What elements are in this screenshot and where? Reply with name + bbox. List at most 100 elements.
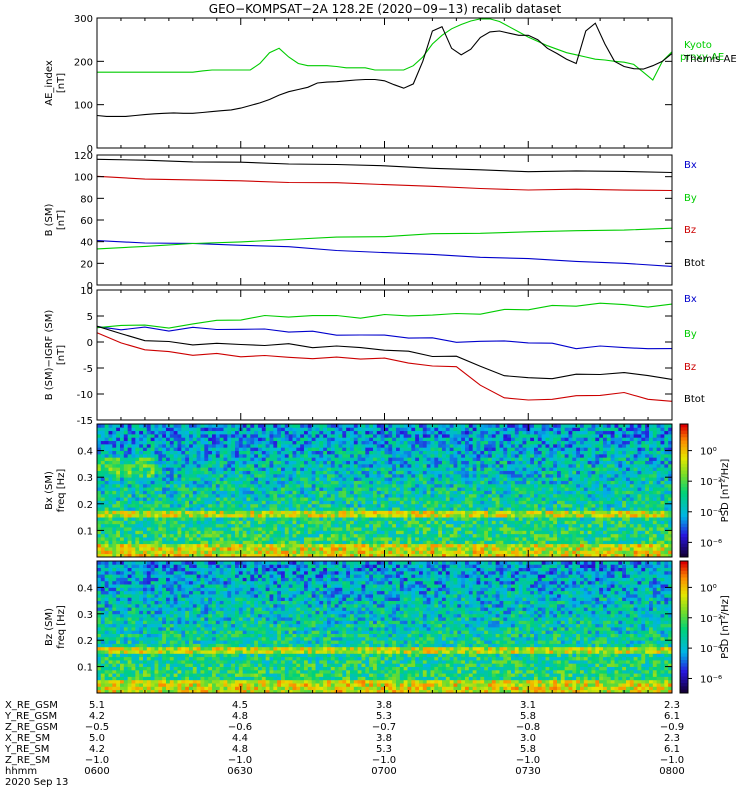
spectrogram-cell <box>193 520 197 524</box>
spectrogram-cell <box>438 540 442 544</box>
spectrogram-cell <box>293 500 297 504</box>
spectrogram-cell <box>300 444 304 448</box>
spectrogram-cell <box>350 494 354 498</box>
spectrogram-cell <box>262 477 266 481</box>
spectrogram-cell <box>105 431 109 435</box>
spectrogram-cell <box>97 504 101 508</box>
spectrogram-cell <box>135 507 139 511</box>
spectrogram-cell <box>354 524 358 528</box>
spectrogram-cell <box>323 537 327 541</box>
spectrogram-cell <box>419 537 423 541</box>
spectrogram-cell <box>250 524 254 528</box>
spectrogram-cell <box>124 491 128 495</box>
spectrogram-cell <box>354 484 358 488</box>
spectrogram-cell <box>442 471 446 475</box>
spectrogram-cell <box>530 457 534 461</box>
spectrogram-cell <box>492 507 496 511</box>
spectrogram-cell <box>431 520 435 524</box>
spectrogram-cell <box>526 487 530 491</box>
spectrogram-cell <box>454 504 458 508</box>
spectrogram-cell <box>346 514 350 518</box>
spectrogram-cell <box>538 471 542 475</box>
spectrogram-cell <box>358 491 362 495</box>
spectrogram-cell <box>538 457 542 461</box>
spectrogram-cell <box>312 471 316 475</box>
spectrogram-cell <box>285 447 289 451</box>
spectrogram-cell <box>434 464 438 468</box>
spectrogram-cell <box>247 504 251 508</box>
spectrogram-cell <box>457 484 461 488</box>
spectrogram-cell <box>434 510 438 514</box>
spectrogram-cell <box>185 424 189 428</box>
spectrogram-cell <box>220 481 224 485</box>
spectrogram-cell <box>239 540 243 544</box>
spectrogram-cell <box>304 544 308 548</box>
spectrogram-cell <box>534 471 538 475</box>
spectrogram-cell <box>227 530 231 534</box>
spectrogram-cell <box>201 550 205 554</box>
spectrogram-cell <box>181 464 185 468</box>
spectrogram-cell <box>323 497 327 501</box>
spectrogram-cell <box>201 444 205 448</box>
spectrogram-cell <box>258 431 262 435</box>
spectrogram-cell <box>243 517 247 521</box>
spectrogram-cell <box>488 514 492 518</box>
spectrogram-cell <box>296 487 300 491</box>
spectrogram-cell <box>526 437 530 441</box>
spectrogram-cell <box>488 457 492 461</box>
spectrogram-cell <box>273 481 277 485</box>
spectrogram-cell <box>258 441 262 445</box>
spectrogram-cell <box>450 481 454 485</box>
spectrogram-cell <box>254 454 258 458</box>
spectrogram-cell <box>109 530 113 534</box>
spectrogram-cell <box>289 544 293 548</box>
spectrogram-cell <box>112 474 116 478</box>
spectrogram-cell <box>434 550 438 554</box>
spectrogram-cell <box>243 434 247 438</box>
spectrogram-cell <box>174 487 178 491</box>
spectrogram-cell <box>500 464 504 468</box>
spectrogram-cell <box>277 484 281 488</box>
spectrogram-cell <box>193 444 197 448</box>
spectrogram-cell <box>365 434 369 438</box>
spectrogram-cell <box>112 544 116 548</box>
spectrogram-cell <box>277 474 281 478</box>
spectrogram-cell <box>446 457 450 461</box>
spectrogram-cell <box>216 544 220 548</box>
spectrogram-cell <box>342 520 346 524</box>
spectrogram-cell <box>227 527 231 531</box>
spectrogram-cell <box>151 514 155 518</box>
spectrogram-cell <box>224 520 228 524</box>
spectrogram-cell <box>523 487 527 491</box>
spectrogram-cell <box>109 431 113 435</box>
spectrogram-cell <box>319 491 323 495</box>
spectrogram-cell <box>369 524 373 528</box>
spectrogram-cell <box>546 507 550 511</box>
spectrogram-cell <box>124 464 128 468</box>
spectrogram-cell <box>331 534 335 538</box>
spectrogram-cell <box>496 547 500 551</box>
spectrogram-cell <box>197 484 201 488</box>
spectrogram-cell <box>174 514 178 518</box>
spectrogram-cell <box>151 431 155 435</box>
spectrogram-cell <box>327 514 331 518</box>
spectrogram-cell <box>346 467 350 471</box>
spectrogram-cell <box>457 534 461 538</box>
spectrogram-cell <box>235 431 239 435</box>
spectrogram-cell <box>457 537 461 541</box>
spectrogram-cell <box>323 424 327 428</box>
spectrogram-cell <box>484 520 488 524</box>
spectrogram-cell <box>523 504 527 508</box>
spectrogram-cell <box>155 464 159 468</box>
spectrogram-cell <box>285 434 289 438</box>
spectrogram-cell <box>281 427 285 431</box>
spectrogram-cell <box>128 547 132 551</box>
spectrogram-cell <box>197 477 201 481</box>
spectrogram-cell <box>388 500 392 504</box>
spectrogram-cell <box>158 447 162 451</box>
spectrogram-cell <box>254 424 258 428</box>
spectrogram-cell <box>408 530 412 534</box>
spectrogram-cell <box>454 477 458 481</box>
spectrogram-cell <box>231 467 235 471</box>
spectrogram-cell <box>385 424 389 428</box>
